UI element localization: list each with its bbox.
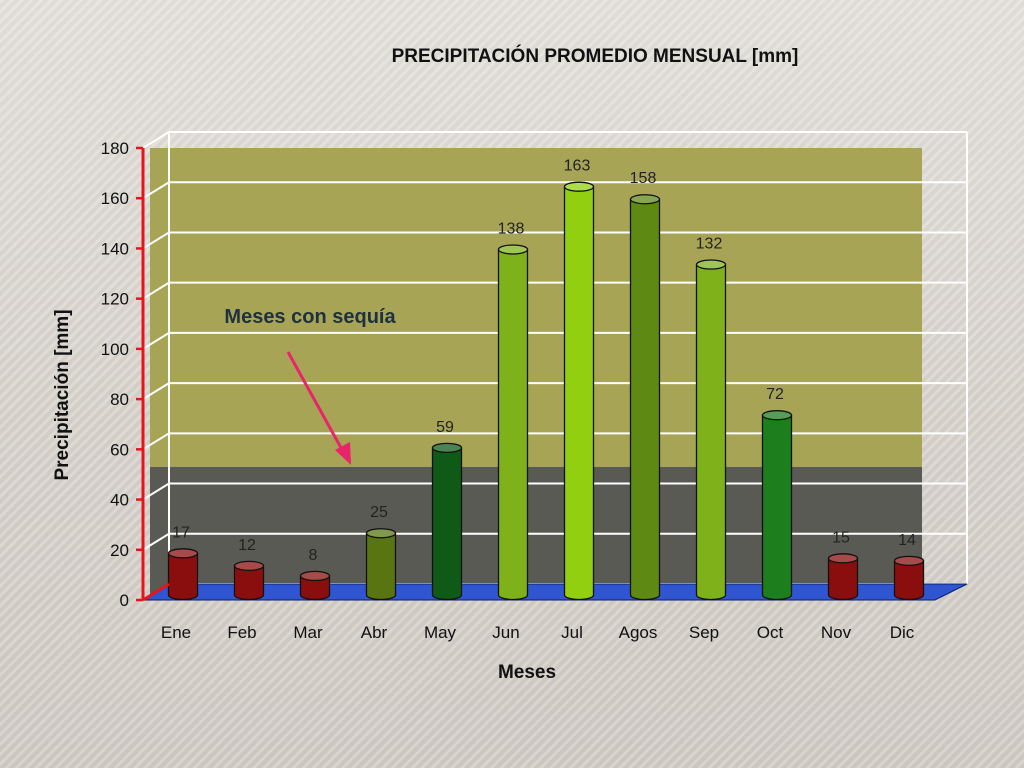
- bar-May: [431, 447, 463, 601]
- bar-top-Sep: [695, 259, 727, 270]
- data-label-Mar: 8: [309, 547, 318, 564]
- wet-months-band: [150, 148, 922, 467]
- bar-top-Jun: [497, 244, 529, 255]
- data-label-Oct: 72: [766, 386, 784, 403]
- bar-top-Mar: [299, 570, 331, 582]
- bar-Ene: [167, 552, 199, 601]
- plot-area: 17 Ene 12 Feb 8 Mar 25 Abr 59 May 138 Jun 163 Jul 158 A…: [101, 131, 968, 642]
- x-tick-Mar: Mar: [293, 623, 323, 642]
- y-tick-20: 20: [110, 541, 129, 560]
- y-tick-160: 160: [101, 189, 129, 208]
- x-tick-Feb: Feb: [227, 623, 256, 642]
- data-label-May: 59: [436, 419, 454, 436]
- bar-Jun: [497, 248, 529, 601]
- data-label-Abr: 25: [370, 504, 388, 521]
- y-tick-0: 0: [120, 591, 129, 610]
- x-tick-Oct: Oct: [757, 623, 784, 642]
- y-tick-140: 140: [101, 239, 129, 258]
- annotation-arrow-shaft: [286, 351, 347, 456]
- bar-Abr: [365, 532, 397, 601]
- x-tick-Jul: Jul: [561, 623, 583, 642]
- data-label-Dic: 14: [898, 532, 916, 549]
- data-label-Sep: 132: [696, 236, 723, 253]
- bar-Mar: [299, 575, 331, 601]
- x-axis-title: Meses: [498, 662, 556, 683]
- bar-top-Dic: [893, 555, 925, 566]
- x-tick-Dic: Dic: [890, 623, 915, 642]
- data-label-Ene: 17: [172, 524, 190, 541]
- x-tick-Nov: Nov: [821, 623, 852, 642]
- bar-top-Feb: [233, 560, 265, 572]
- bar-top-May: [431, 442, 463, 453]
- y-tick-120: 120: [101, 290, 129, 309]
- bar-Sep: [695, 263, 727, 601]
- bar-Jul: [563, 186, 595, 601]
- bar-top-Abr: [365, 528, 397, 539]
- data-label-Agos: 158: [630, 170, 657, 187]
- y-tick-80: 80: [110, 390, 129, 409]
- gridline-180: [142, 131, 967, 149]
- bar-top-Nov: [827, 553, 859, 564]
- x-tick-Agos: Agos: [619, 623, 658, 642]
- data-label-Nov: 15: [832, 529, 850, 546]
- axis-depth-line: [142, 582, 170, 602]
- bar-top-Ene: [167, 548, 199, 559]
- x-tick-Sep: Sep: [689, 623, 719, 642]
- bar-Dic: [893, 560, 925, 601]
- bar-top-Agos: [629, 194, 661, 205]
- drought-annotation: Meses con sequía: [224, 306, 396, 328]
- x-tick-May: May: [424, 623, 457, 642]
- annotation-arrow-head: [335, 442, 351, 465]
- y-tick-40: 40: [110, 491, 129, 510]
- chart-title: PRECIPITACIÓN PROMEDIO MENSUAL [mm]: [392, 45, 799, 67]
- x-tick-Abr: Abr: [361, 623, 388, 642]
- bar-Oct: [761, 414, 793, 601]
- x-tick-Ene: Ene: [161, 623, 191, 642]
- bar-Feb: [233, 565, 265, 601]
- y-axis-title: Precipitación [mm]: [52, 309, 73, 480]
- data-label-Feb: 12: [238, 537, 256, 554]
- y-tick-180: 180: [101, 139, 129, 158]
- bar-Agos: [629, 198, 661, 601]
- bar-top-Jul: [563, 181, 595, 192]
- y-tick-60: 60: [110, 440, 129, 459]
- y-tick-100: 100: [101, 340, 129, 359]
- data-label-Jun: 138: [498, 220, 525, 237]
- data-label-Jul: 163: [564, 158, 591, 175]
- bar-Nov: [827, 557, 859, 601]
- x-tick-Jun: Jun: [492, 623, 519, 642]
- bar-top-Oct: [761, 410, 793, 421]
